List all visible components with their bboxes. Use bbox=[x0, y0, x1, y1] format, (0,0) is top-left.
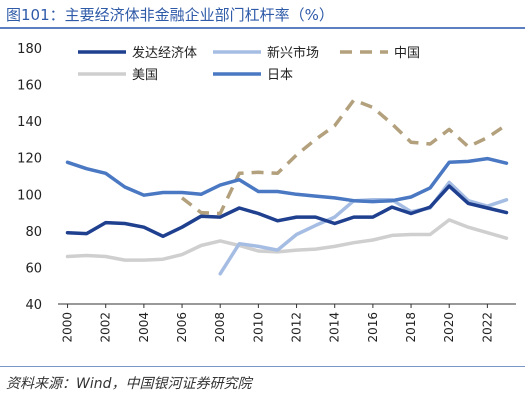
x-tick-label: 2012 bbox=[290, 312, 304, 343]
y-tick-label: 60 bbox=[25, 261, 42, 276]
x-tick-label: 2014 bbox=[328, 312, 342, 343]
x-tick-label: 2004 bbox=[137, 312, 151, 343]
x-tick-label: 2010 bbox=[251, 312, 265, 343]
legend-label: 新兴市场 bbox=[267, 45, 319, 61]
series-line-0 bbox=[65, 184, 509, 239]
x-tick-label: 2008 bbox=[213, 312, 227, 343]
chart-title: 图101：主要经济体非金融企业部门杠杆率（%） bbox=[6, 6, 334, 24]
series-line-3 bbox=[65, 218, 509, 262]
x-tick-label: 2002 bbox=[99, 312, 113, 343]
footer-divider bbox=[0, 366, 525, 367]
title-divider bbox=[0, 27, 525, 29]
y-tick-label: 100 bbox=[17, 188, 42, 203]
y-tick-label: 140 bbox=[17, 115, 42, 130]
series-line-2 bbox=[180, 98, 508, 216]
x-tick-label: 2018 bbox=[404, 312, 418, 343]
source-note: 资料来源：Wind，中国银河证券研究院 bbox=[6, 376, 252, 392]
y-tick-label: 120 bbox=[17, 152, 42, 167]
y-tick-label: 160 bbox=[17, 79, 42, 94]
series-line-1 bbox=[218, 180, 509, 276]
series-line-4 bbox=[65, 156, 509, 204]
y-tick-label: 80 bbox=[25, 225, 42, 240]
x-tick-label: 2022 bbox=[480, 312, 494, 343]
legend-label: 日本 bbox=[267, 68, 293, 83]
y-tick-label: 40 bbox=[25, 298, 42, 313]
x-tick-label: 2006 bbox=[175, 312, 189, 343]
chart-canvas: 40 60 80 100 120 140 160 180 2000 2002 2004 2006 200… bbox=[17, 42, 516, 343]
chart-axes: 40 60 80 100 120 140 160 180 2000 2002 2004 2006 200… bbox=[17, 42, 516, 343]
x-tick-label: 2000 bbox=[61, 312, 75, 343]
x-tick-label: 2020 bbox=[442, 312, 456, 343]
legend-label: 中国 bbox=[394, 46, 420, 61]
y-tick-label: 180 bbox=[17, 42, 42, 57]
legend-label: 发达经济体 bbox=[132, 45, 197, 61]
legend-label: 美国 bbox=[132, 68, 158, 83]
chart-series-lines bbox=[65, 98, 509, 276]
x-tick-label: 2016 bbox=[366, 312, 380, 343]
